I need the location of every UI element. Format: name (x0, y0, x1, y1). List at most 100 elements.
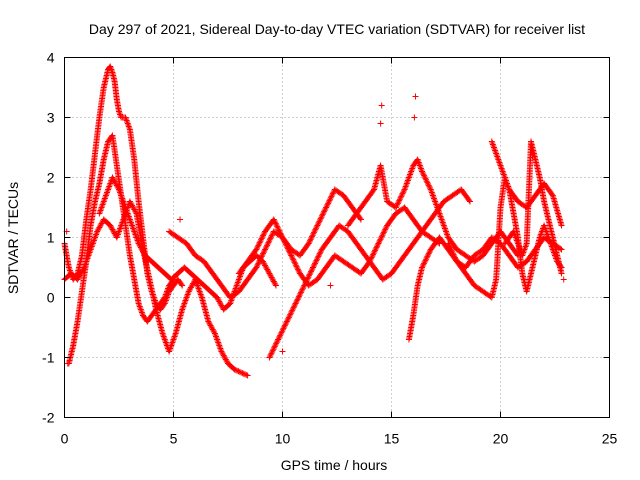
data-point (445, 241, 452, 248)
data-point (179, 282, 186, 289)
data-point (216, 298, 223, 305)
data-point (307, 237, 314, 244)
data-point (232, 367, 239, 374)
data-point (317, 215, 324, 222)
data-point (77, 271, 84, 278)
data-point (110, 227, 117, 234)
data-point (258, 235, 265, 242)
y-tick-label: -1 (42, 350, 55, 366)
data-point (76, 272, 83, 279)
data-point (374, 243, 381, 250)
data-point (282, 240, 289, 247)
data-point (261, 247, 268, 254)
data-point (262, 246, 269, 253)
data-point (263, 265, 270, 272)
data-point (307, 236, 314, 243)
data-point (308, 268, 315, 275)
data-point (80, 265, 87, 272)
data-point (271, 217, 278, 224)
data-point (259, 252, 266, 259)
data-point (381, 228, 388, 235)
data-point (284, 245, 291, 252)
data-point (377, 120, 384, 127)
data-point (240, 370, 247, 377)
data-point (289, 307, 296, 314)
data-point (287, 310, 294, 317)
y-tick-label: -2 (42, 410, 55, 426)
data-point (109, 174, 116, 181)
data-point (271, 343, 278, 350)
data-point (300, 283, 307, 290)
data-point (398, 193, 405, 200)
data-point (113, 181, 120, 188)
data-point (267, 351, 274, 358)
data-point (115, 185, 122, 192)
data-point (114, 183, 121, 190)
data-point (294, 296, 301, 303)
data-point (262, 245, 269, 252)
data-point (466, 198, 473, 205)
data-point (95, 225, 102, 232)
data-point (296, 292, 303, 299)
data-point (369, 252, 376, 259)
data-point (139, 248, 146, 255)
data-point (313, 225, 320, 232)
data-point (396, 197, 403, 204)
data-point (557, 245, 564, 252)
data-point (448, 247, 455, 254)
data-point (278, 329, 285, 336)
data-point (281, 238, 288, 245)
data-point (218, 302, 225, 309)
data-point (132, 209, 139, 216)
data-point (376, 237, 383, 244)
data-point (316, 218, 323, 225)
data-point (308, 267, 315, 274)
data-point (79, 267, 86, 274)
data-point (219, 351, 226, 358)
data-point (131, 206, 138, 213)
data-point (420, 261, 427, 268)
y-axis-label: SDTVAR / TECUs (5, 182, 21, 294)
data-point (265, 239, 272, 246)
data-point (466, 197, 473, 204)
data-point (288, 253, 295, 260)
data-point (76, 273, 83, 280)
y-tick-label: 2 (47, 170, 55, 186)
data-point (293, 299, 300, 306)
data-point (265, 269, 272, 276)
data-point (255, 260, 262, 267)
data-point (280, 325, 287, 332)
data-point (394, 200, 401, 207)
data-point (326, 197, 333, 204)
data-point (280, 235, 287, 242)
data-point (310, 264, 317, 271)
x-tick-label: 0 (61, 431, 69, 447)
data-point (423, 178, 430, 185)
data-point (285, 315, 292, 322)
data-point (278, 231, 285, 238)
data-point (135, 240, 142, 247)
data-point (311, 228, 318, 235)
data-point (451, 254, 458, 261)
data-point (325, 200, 332, 207)
data-point (425, 250, 432, 257)
data-point (276, 333, 283, 340)
data-point (419, 264, 426, 271)
data-point (319, 211, 326, 218)
data-point (108, 223, 115, 230)
data-point (274, 223, 281, 230)
data-point (306, 239, 313, 246)
data-point (425, 252, 432, 259)
chart-title: Day 297 of 2021, Sidereal Day-to-day VTE… (89, 21, 585, 37)
data-point (393, 203, 400, 210)
data-point (290, 258, 297, 265)
data-point (370, 187, 377, 194)
data-point (378, 233, 385, 240)
data-point (308, 234, 315, 241)
data-point (187, 285, 194, 292)
data-point (378, 234, 385, 241)
x-tick-label: 15 (384, 431, 400, 447)
data-point (368, 254, 375, 261)
data-point (396, 196, 403, 203)
data-point (262, 263, 269, 270)
